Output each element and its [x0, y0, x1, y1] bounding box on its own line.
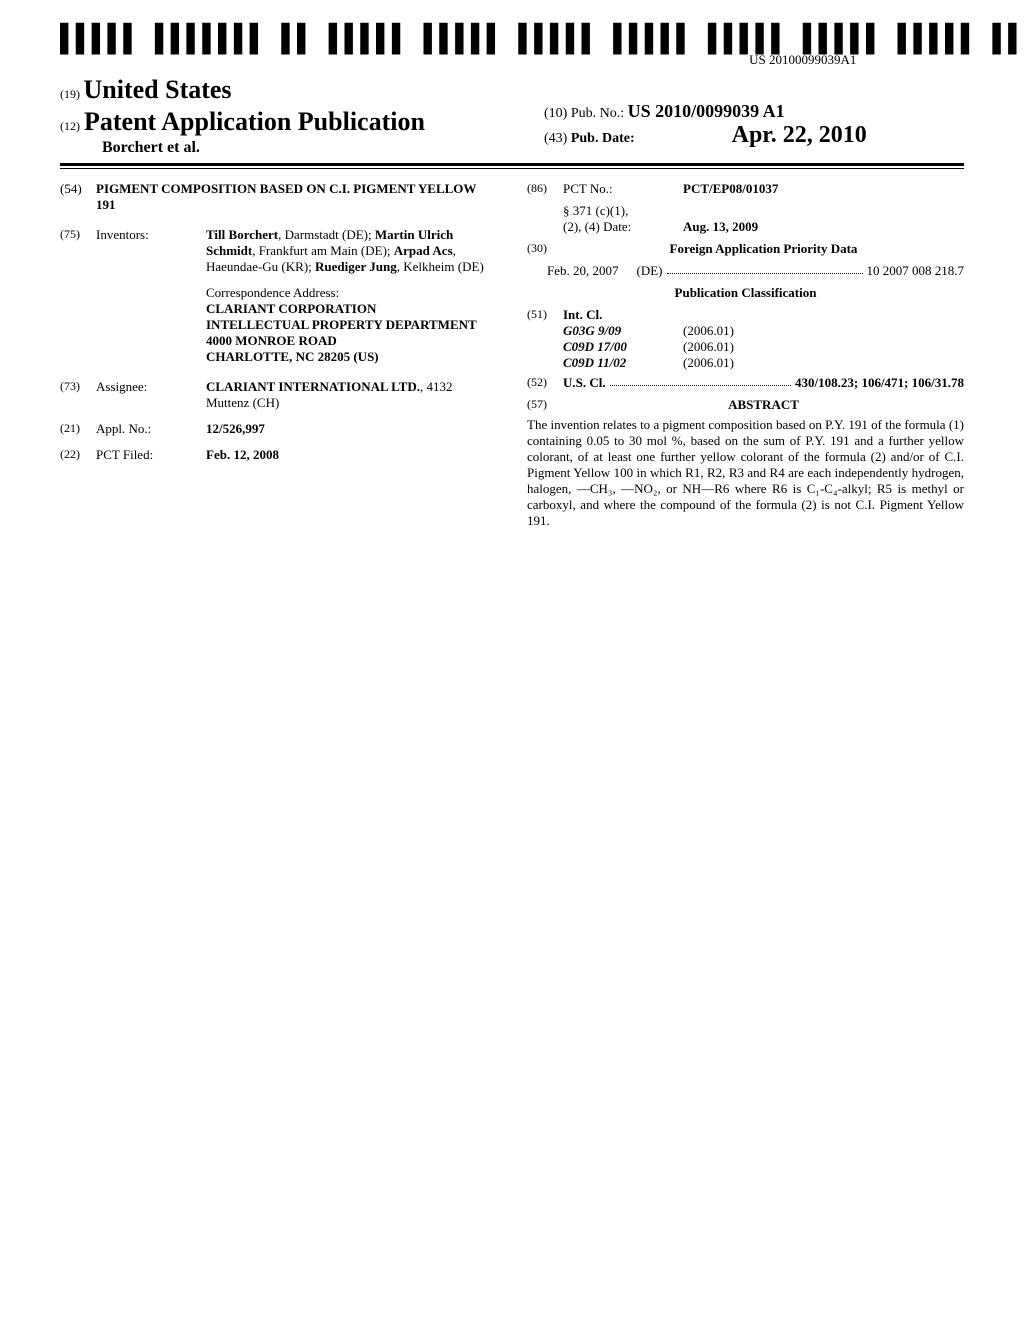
intcl-class: C09D 17/00	[563, 339, 683, 355]
abstract-code: (57)	[527, 397, 563, 413]
foreign-num: 10 2007 008 218.7	[867, 263, 965, 279]
pubclass-head: Publication Classification	[527, 285, 964, 301]
pctno-code: (86)	[527, 181, 563, 197]
uscl-label: U.S. Cl.	[563, 375, 606, 391]
abstract-head-row: (57) ABSTRACT	[527, 397, 964, 413]
pctno-value: PCT/EP08/01037	[683, 181, 964, 197]
abstract-text: The invention relates to a pigment compo…	[527, 417, 964, 529]
inventors-names: Till Borchert	[206, 227, 278, 242]
left-column: (54) PIGMENT COMPOSITION BASED ON C.I. P…	[60, 181, 497, 529]
dots-leader	[610, 375, 791, 386]
applno-value: 12/526,997	[206, 421, 497, 437]
intcl-label: Int. Cl.	[563, 307, 602, 323]
pctfiled-code: (22)	[60, 447, 96, 463]
inventors-row: (75) Inventors: Till Borchert, Darmstadt…	[60, 227, 497, 275]
s371-label: § 371 (c)(1), (2), (4) Date:	[563, 203, 683, 235]
biblio-columns: (54) PIGMENT COMPOSITION BASED ON C.I. P…	[60, 181, 964, 529]
barcode-bars: ▌▌▌▌▌ ▌▌▌▌▌▌▌ ▌▌ ▌▌▌▌▌ ▌▌▌▌▌ ▌▌▌▌▌ ▌▌▌▌▌…	[60, 30, 1024, 50]
intcl-row: (51) Int. Cl.	[527, 307, 964, 323]
s371-row: § 371 (c)(1), (2), (4) Date: Aug. 13, 20…	[527, 203, 964, 235]
pctfiled-label: PCT Filed:	[96, 447, 206, 463]
pub-right-block: (10) Pub. No.: US 2010/0099039 A1 (43) P…	[544, 101, 964, 149]
intcl-item: C09D 11/02(2006.01)	[563, 355, 964, 371]
pubdate: Apr. 22, 2010	[732, 122, 867, 148]
title-code: (54)	[60, 181, 96, 213]
uscl-value: 430/108.23; 106/471; 106/31.78	[795, 375, 964, 391]
foreign-country: (DE)	[637, 263, 663, 279]
pubdate-code: (43)	[544, 131, 567, 146]
intcl-ver: (2006.01)	[683, 339, 734, 355]
correspondence-label: Correspondence Address:	[206, 285, 497, 301]
right-column: (86) PCT No.: PCT/EP08/01037 § 371 (c)(1…	[527, 181, 964, 529]
foreign-priority-row: Feb. 20, 2007 (DE) 10 2007 008 218.7	[547, 263, 964, 279]
intcl-class: G03G 9/09	[563, 323, 683, 339]
invention-title-row: (54) PIGMENT COMPOSITION BASED ON C.I. P…	[60, 181, 497, 213]
foreign-date: Feb. 20, 2007	[547, 263, 619, 279]
intcl-class: C09D 11/02	[563, 355, 683, 371]
s371-spacer	[527, 203, 563, 235]
pubdate-label: Pub. Date:	[571, 131, 635, 146]
pubno-code: (10)	[544, 106, 567, 121]
pctfiled-row: (22) PCT Filed: Feb. 12, 2008	[60, 447, 497, 463]
intcl-code: (51)	[527, 307, 563, 323]
intcl-ver: (2006.01)	[683, 355, 734, 371]
barcode: ▌▌▌▌▌ ▌▌▌▌▌▌▌ ▌▌ ▌▌▌▌▌ ▌▌▌▌▌ ▌▌▌▌▌ ▌▌▌▌▌…	[60, 30, 1024, 68]
correspondence-block: Correspondence Address: CLARIANT CORPORA…	[206, 285, 497, 365]
invention-title: PIGMENT COMPOSITION BASED ON C.I. PIGMEN…	[96, 181, 497, 213]
applno-code: (21)	[60, 421, 96, 437]
uscl-code: (52)	[527, 375, 563, 391]
s371-date: Aug. 13, 2009	[683, 219, 964, 235]
assignee-row: (73) Assignee: CLARIANT INTERNATIONAL LT…	[60, 379, 497, 411]
uscl-row: (52) U.S. Cl. 430/108.23; 106/471; 106/3…	[527, 375, 964, 391]
foreign-head-row: (30) Foreign Application Priority Data	[527, 241, 964, 257]
assignee-value: CLARIANT INTERNATIONAL LTD., 4132 Mutten…	[206, 379, 497, 411]
correspondence-address: CLARIANT CORPORATION INTELLECTUAL PROPER…	[206, 301, 497, 365]
pub-code: (12)	[60, 119, 80, 133]
abstract-head: ABSTRACT	[563, 397, 964, 413]
intcl-list: G03G 9/09(2006.01) C09D 17/00(2006.01) C…	[563, 323, 964, 371]
inventors-code: (75)	[60, 227, 96, 275]
divider-thin	[60, 168, 964, 169]
assignee-code: (73)	[60, 379, 96, 411]
pctno-label: PCT No.:	[563, 181, 683, 197]
foreign-head: Foreign Application Priority Data	[563, 241, 964, 257]
divider-thick	[60, 163, 964, 166]
applno-label: Appl. No.:	[96, 421, 206, 437]
pctfiled-value: Feb. 12, 2008	[206, 447, 497, 463]
pub-type: Patent Application Publication	[84, 107, 425, 136]
inventors-label: Inventors:	[96, 227, 206, 275]
foreign-code: (30)	[527, 241, 563, 257]
authority-code: (19)	[60, 87, 80, 101]
assignee-label: Assignee:	[96, 379, 206, 411]
applno-row: (21) Appl. No.: 12/526,997	[60, 421, 497, 437]
pubno-label: Pub. No.:	[571, 106, 624, 121]
pctno-row: (86) PCT No.: PCT/EP08/01037	[527, 181, 964, 197]
barcode-region: ▌▌▌▌▌ ▌▌▌▌▌▌▌ ▌▌ ▌▌▌▌▌ ▌▌▌▌▌ ▌▌▌▌▌ ▌▌▌▌▌…	[60, 30, 964, 69]
dots-leader	[667, 263, 863, 274]
authority: United States	[84, 75, 232, 104]
intcl-item: G03G 9/09(2006.01)	[563, 323, 964, 339]
inventors-value: Till Borchert, Darmstadt (DE); Martin Ul…	[206, 227, 497, 275]
intcl-ver: (2006.01)	[683, 323, 734, 339]
pubno: US 2010/0099039 A1	[628, 101, 785, 121]
intcl-item: C09D 17/00(2006.01)	[563, 339, 964, 355]
header: (10) Pub. No.: US 2010/0099039 A1 (43) P…	[60, 75, 964, 157]
